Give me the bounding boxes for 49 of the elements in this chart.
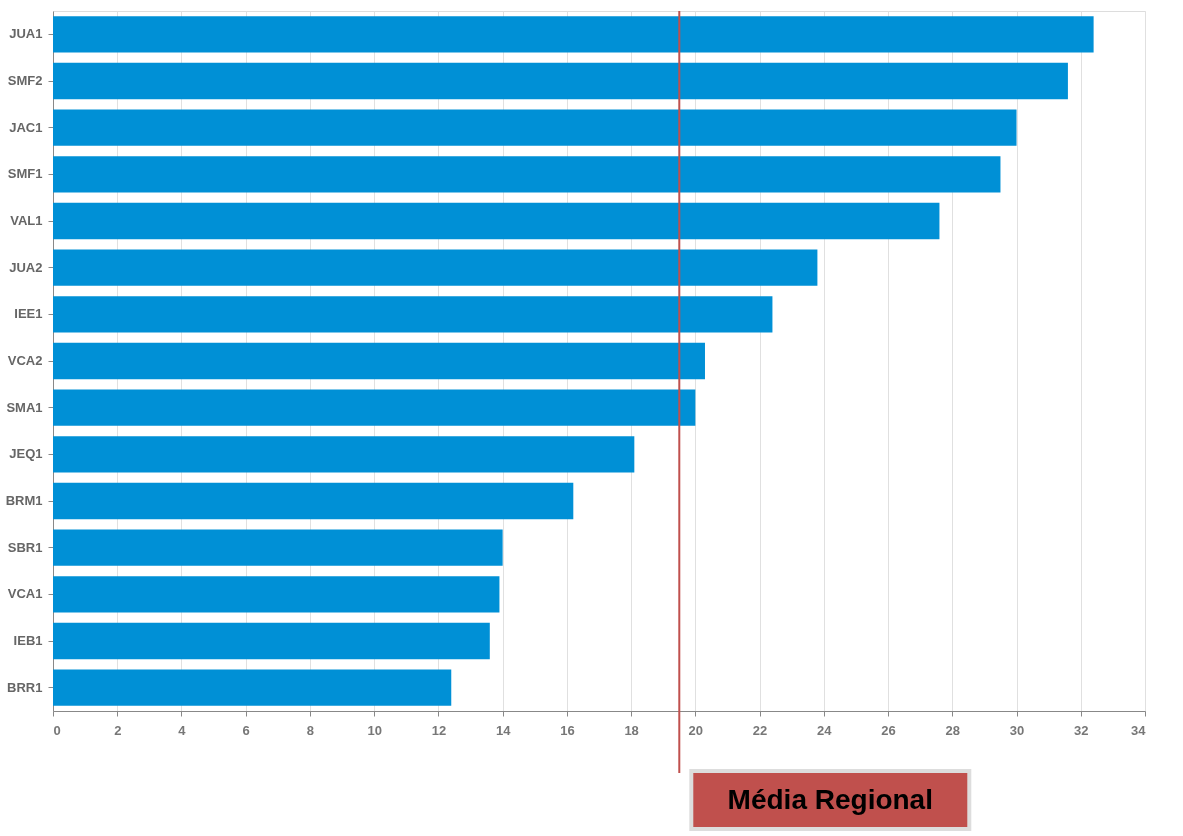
y-tick-label: JAC1 [9,119,43,135]
x-tick-label: 10 [367,722,382,738]
y-tick-label: VCA1 [7,586,43,602]
x-tick-label: 6 [242,722,250,738]
x-tick-label: 2 [114,722,122,738]
x-tick-label: 18 [624,722,639,738]
bar [53,529,503,566]
x-tick-label: 14 [495,722,512,738]
bar [53,16,1094,53]
y-tick-label: IEB1 [13,633,43,648]
y-tick-label: IEE1 [14,306,43,322]
y-tick-label: JUA2 [9,259,43,275]
x-tick-label: 34 [1131,722,1147,738]
bar [53,342,705,380]
x-tick-label: 24 [817,722,833,738]
bar [53,62,1068,100]
y-tick-label: SMF1 [7,166,43,182]
x-tick-label: 0 [53,722,61,738]
bar [53,482,574,520]
x-tick-label: 20 [688,722,704,738]
y-tick-label: SBR1 [7,539,43,555]
bar [53,389,696,426]
x-tick-label: 30 [1009,722,1025,738]
bar [53,436,635,473]
bar [53,622,490,660]
bar [53,576,500,613]
ref-line-label: Média Regional [727,784,933,815]
x-tick-label: 4 [178,722,187,738]
bar [53,109,1017,146]
x-tick-label: 32 [1074,722,1089,738]
x-tick-label: 22 [752,722,768,738]
y-tick-label: VAL1 [10,213,43,228]
bar [53,249,818,286]
bar [53,296,773,333]
x-tick-label: 16 [560,722,575,738]
bar [53,669,452,706]
bar [53,202,940,240]
x-tick-label: 28 [945,722,961,738]
y-tick-label: JEQ1 [9,446,43,462]
y-tick-label: BRM1 [5,493,43,508]
x-tick-label: 8 [306,722,315,738]
y-tick-label: SMF2 [7,73,43,88]
y-tick-label: SMA1 [6,399,43,415]
y-tick-label: BRR1 [7,679,43,695]
x-tick-label: 12 [431,722,447,738]
x-tick-label: 26 [881,722,896,738]
y-tick-label: VCA2 [7,353,43,368]
bar [53,156,1001,193]
y-tick-label: JUA1 [9,26,43,42]
